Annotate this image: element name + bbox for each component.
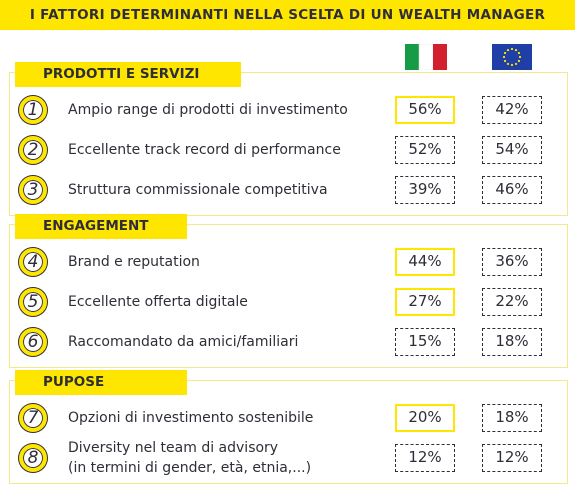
europe-value: 22% (482, 288, 542, 316)
europe-value: 54% (482, 136, 542, 164)
section-title: PUPOSE (15, 370, 187, 395)
item-number: 2 (19, 136, 47, 164)
item-label: Diversity nel team di advisory (68, 440, 279, 456)
section-box (9, 224, 568, 368)
flag-europe (492, 44, 532, 70)
item-label: Eccellente track record di performance (68, 142, 341, 158)
star (518, 55, 522, 59)
italy-value: 52% (395, 136, 455, 164)
star (503, 59, 507, 63)
star (502, 55, 506, 59)
italy-value: 44% (395, 248, 455, 276)
europe-value: 46% (482, 176, 542, 204)
section-title: ENGAGEMENT (15, 214, 187, 239)
item-label: (in termini di gender, età, etnia,...) (68, 460, 312, 476)
star (503, 51, 507, 55)
section-box (9, 72, 568, 216)
item-number: 3 (19, 176, 47, 204)
italy-value: 27% (395, 288, 455, 316)
item-label: Opzioni di investimento sostenibile (68, 410, 314, 426)
header-title: I FATTORI DETERMINANTI NELLA SCELTA DI U… (0, 0, 575, 30)
item-number: 1 (19, 96, 47, 124)
star (514, 48, 518, 52)
item-label: Brand e reputation (68, 254, 200, 270)
europe-value: 12% (482, 444, 542, 472)
star (506, 48, 510, 52)
italy-value: 20% (395, 404, 455, 432)
item-label: Struttura commissionale competitiva (68, 182, 328, 198)
star (517, 51, 521, 55)
europe-value: 36% (482, 248, 542, 276)
star (510, 47, 514, 51)
star (517, 59, 521, 63)
item-label: Ampio range di prodotti di investimento (68, 102, 348, 118)
item-number: 7 (19, 404, 47, 432)
flag-italy (405, 44, 447, 70)
item-label: Raccomandato da amici/familiari (68, 334, 299, 350)
item-label: Eccellente offerta digitale (68, 294, 248, 310)
section-title: PRODOTTI E SERVIZI (15, 62, 241, 87)
item-number: 4 (19, 248, 47, 276)
europe-value: 42% (482, 96, 542, 124)
section-box (9, 380, 568, 484)
item-number: 8 (19, 444, 47, 472)
europe-value: 18% (482, 328, 542, 356)
italy-value: 15% (395, 328, 455, 356)
star (510, 63, 514, 67)
item-number: 6 (19, 328, 47, 356)
italy-value: 56% (395, 96, 455, 124)
italy-value: 39% (395, 176, 455, 204)
star (506, 62, 510, 66)
item-number: 5 (19, 288, 47, 316)
italy-value: 12% (395, 444, 455, 472)
europe-value: 18% (482, 404, 542, 432)
star (514, 62, 518, 66)
